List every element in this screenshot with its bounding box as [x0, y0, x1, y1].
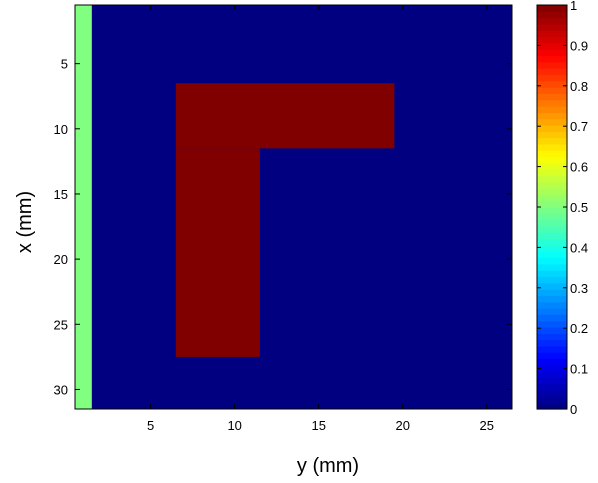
colorbar-segment	[537, 194, 567, 202]
y-tick-label: 20	[54, 252, 68, 267]
colorbar-segment	[537, 68, 567, 76]
colorbar-segment	[537, 377, 567, 385]
colorbar-segment	[537, 232, 567, 240]
colorbar-segment	[537, 55, 567, 63]
y-tick-label: 30	[54, 382, 68, 397]
colorbar-segment	[537, 308, 567, 315]
colorbar: 0 0.1 0.2 0.3 0.4 0.5 0.6 0.7 0.8 0.9 1	[536, 0, 588, 417]
colorbar-segment	[537, 49, 567, 57]
x-tick-label: 10	[227, 418, 241, 433]
colorbar-segment	[537, 207, 567, 214]
plot-area: 5 10 15 20 25 5 10 15 20 25 30	[54, 4, 513, 433]
colorbar-segment	[537, 124, 567, 132]
colorbar-segment	[537, 364, 567, 372]
colorbar-segment	[537, 270, 567, 278]
colorbar-tick-label: 0.2	[570, 321, 588, 336]
colorbar-segment	[537, 225, 567, 233]
colorbar-segment	[537, 371, 567, 379]
colorbar-segment	[537, 326, 567, 334]
heatmap-region-3	[175, 148, 260, 357]
colorbar-segment	[537, 257, 567, 265]
colorbar-segment	[537, 87, 567, 94]
colorbar-segment	[537, 42, 567, 50]
colorbar-segment	[537, 219, 567, 227]
colorbar-segment	[537, 99, 567, 107]
colorbar-segment	[537, 106, 567, 113]
colorbar-segment	[537, 396, 567, 404]
x-tick-label: 20	[396, 418, 410, 433]
colorbar-segment	[537, 175, 567, 183]
colorbar-segment	[537, 188, 567, 195]
colorbar-segment	[537, 169, 567, 177]
colorbar-segment	[537, 143, 567, 151]
heatmap-region-1	[75, 5, 92, 409]
colorbar-segment	[537, 390, 567, 397]
x-tick-label: 25	[480, 418, 494, 433]
colorbar-tick-label: 0.4	[570, 240, 588, 255]
colorbar-segment	[537, 112, 567, 120]
y-tick-label: 15	[54, 187, 68, 202]
colorbar-segment	[537, 263, 567, 271]
colorbar-segment	[537, 150, 567, 158]
colorbar-segment	[537, 244, 567, 252]
colorbar-segment	[537, 36, 567, 44]
colorbar-tick-label: 0.7	[570, 119, 588, 134]
colorbar-segment	[537, 289, 567, 296]
colorbar-segment	[537, 295, 567, 303]
colorbar-segment	[537, 137, 567, 145]
colorbar-segment	[537, 383, 567, 391]
y-tick-label: 5	[61, 57, 68, 72]
colorbar-segment	[537, 5, 567, 12]
colorbar-tick-label: 1	[570, 0, 577, 13]
colorbar-tick-label: 0.1	[570, 362, 588, 377]
y-axis-label: x (mm)	[14, 191, 36, 253]
colorbar-segment	[537, 282, 567, 290]
colorbar-segment	[537, 402, 567, 410]
colorbar-segment	[537, 345, 567, 353]
colorbar-segment	[537, 156, 567, 164]
x-axis-label: y (mm)	[297, 455, 359, 477]
colorbar-segment	[537, 314, 567, 322]
y-tick-label: 25	[54, 317, 68, 332]
colorbar-segment	[537, 238, 567, 246]
colorbar-segment	[537, 200, 567, 208]
colorbar-segment	[537, 352, 567, 360]
colorbar-segment	[537, 358, 567, 366]
colorbar-segment	[537, 213, 567, 221]
heatmap-background	[75, 5, 512, 409]
colorbar-segment	[537, 181, 567, 189]
colorbar-segment	[537, 333, 567, 341]
plot-frame	[74, 4, 513, 410]
colorbar-segment	[537, 251, 567, 259]
colorbar-segment	[537, 17, 567, 25]
colorbar-tick-label: 0.5	[570, 200, 588, 215]
colorbar-segment	[537, 118, 567, 126]
colorbar-tick-label: 0.8	[570, 79, 588, 94]
heatmap-region-2	[175, 83, 395, 149]
colorbar-segment	[537, 74, 567, 82]
colorbar-segment	[537, 93, 567, 101]
colorbar-tick-label: 0	[570, 402, 577, 417]
colorbar-segment	[537, 339, 567, 347]
colorbar-segment	[537, 11, 567, 19]
colorbar-tick-label: 0.6	[570, 160, 588, 175]
colorbar-tick-label: 0.9	[570, 38, 588, 53]
colorbar-segment	[537, 80, 567, 88]
colorbar-segment	[537, 61, 567, 69]
colorbar-segment	[537, 320, 567, 328]
colorbar-segment	[537, 30, 567, 38]
colorbar-segment	[537, 276, 567, 284]
colorbar-segment	[537, 162, 567, 170]
x-tick-label: 15	[311, 418, 325, 433]
colorbar-tick-label: 0.3	[570, 281, 588, 296]
colorbar-segment	[537, 131, 567, 139]
x-tick-label: 5	[147, 418, 154, 433]
colorbar-segment	[537, 23, 567, 31]
colorbar-segment	[537, 301, 567, 309]
y-tick-label: 10	[54, 122, 68, 137]
